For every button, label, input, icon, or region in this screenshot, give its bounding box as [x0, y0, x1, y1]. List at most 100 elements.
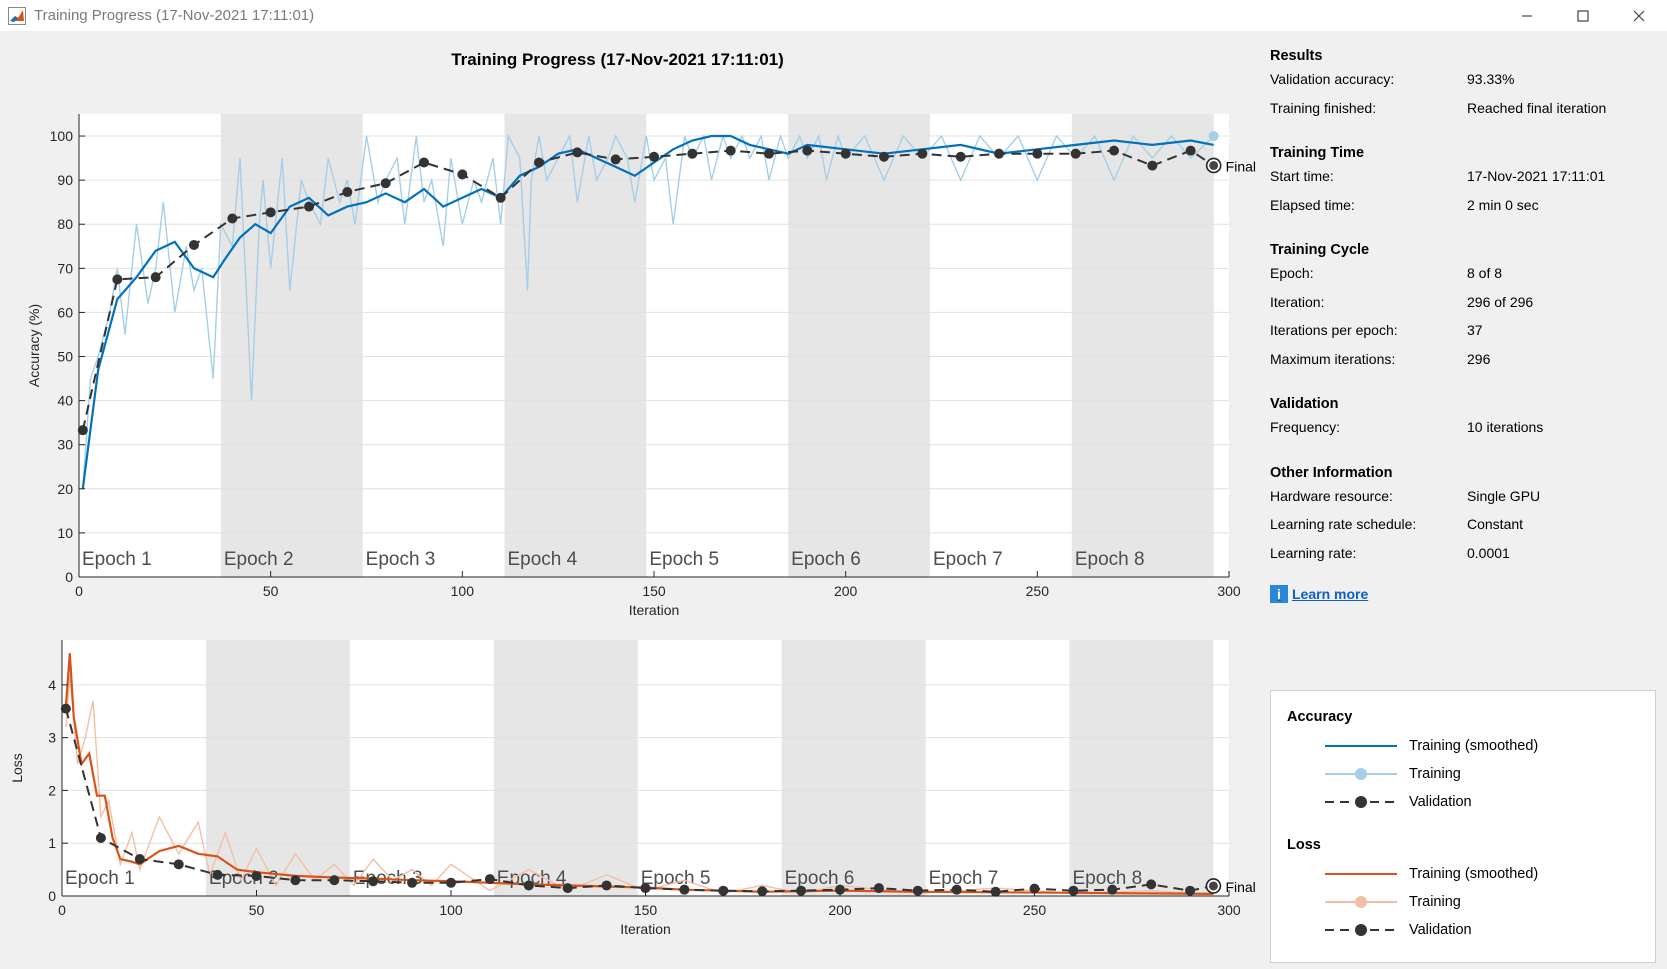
epoch-label: Epoch 1	[82, 549, 152, 570]
legend-item: Training	[1325, 764, 1461, 784]
validation-point	[1068, 885, 1079, 896]
learn-more-link[interactable]: i Learn more	[1270, 585, 1650, 603]
validation-point	[757, 886, 768, 897]
other-info-title: Other Information	[1270, 464, 1393, 481]
info-value: 296	[1467, 350, 1491, 367]
x-tick-label: 150	[634, 902, 658, 918]
last-training-point	[1208, 131, 1219, 142]
y-axis-label: Accuracy (%)	[26, 304, 42, 387]
validation-point	[1146, 879, 1157, 890]
info-value: 93.33%	[1467, 71, 1515, 87]
info-value: Reached final iteration	[1467, 99, 1607, 116]
legend-label: Validation	[1409, 794, 1472, 810]
maximize-button[interactable]	[1555, 0, 1611, 31]
epoch-band	[220, 114, 363, 577]
validation-point	[572, 147, 583, 158]
training-time-title: Training Time	[1270, 145, 1365, 161]
validation-point	[1029, 883, 1040, 894]
validation-point	[1147, 160, 1158, 171]
x-tick-label: 200	[828, 902, 852, 918]
validation-point	[679, 884, 690, 895]
window-titlebar: Training Progress (17-Nov-2021 17:11:01)	[0, 0, 1667, 31]
validation-point	[994, 148, 1004, 159]
validation-point	[189, 239, 199, 250]
legend-label: Training	[1409, 894, 1461, 910]
validation-point	[484, 874, 495, 885]
info-value: 296 of 296	[1467, 293, 1534, 310]
info-label: Training finished:	[1270, 99, 1377, 116]
info-row: Elapsed time: 2 min 0 sec	[1270, 197, 1650, 226]
validation-point	[290, 875, 301, 886]
legend-item: Validation	[1325, 920, 1472, 940]
validation-point	[610, 154, 621, 165]
epoch-label: Epoch 5	[649, 549, 719, 570]
info-label: Iterations per epoch:	[1270, 322, 1398, 338]
validation-point	[917, 148, 928, 159]
info-label: Validation accuracy:	[1270, 71, 1395, 87]
legend-line-accuracy-smoothed	[1325, 745, 1397, 747]
close-button[interactable]	[1611, 0, 1667, 31]
info-label: Start time:	[1270, 168, 1334, 184]
validation-point	[134, 854, 145, 865]
legend-item: Validation	[1325, 792, 1472, 812]
info-icon: i	[1270, 585, 1288, 603]
epoch-label: Epoch 6	[791, 549, 861, 570]
minimize-button[interactable]	[1499, 0, 1555, 31]
x-tick-label: 100	[451, 583, 475, 599]
validation-point	[112, 274, 123, 285]
y-tick-label: 0	[65, 569, 73, 585]
info-value: 2 min 0 sec	[1467, 196, 1539, 213]
legend-box: Accuracy Training (smoothed) Training Va…	[1270, 690, 1656, 963]
y-tick-label: 40	[57, 393, 73, 409]
info-value: 17-Nov-2021 17:11:01	[1467, 168, 1606, 184]
info-label: Elapsed time:	[1270, 196, 1355, 213]
validation-point	[95, 832, 106, 843]
info-value: 8 of 8	[1467, 265, 1503, 281]
validation-point	[523, 880, 534, 891]
info-label: Iteration:	[1270, 293, 1325, 310]
validation-point	[990, 886, 1001, 897]
legend-label: Training (smoothed)	[1409, 866, 1539, 882]
legend-line-accuracy-training	[1325, 768, 1397, 780]
loss-chart: Epoch 1 Epoch 2 Epoch 3 Epoch 4 Epoch 5 Epoch…	[9, 640, 1256, 937]
info-label: Epoch:	[1270, 265, 1314, 281]
validation-point	[173, 859, 184, 870]
plot-title: Training Progress (17-Nov-2021 17:11:01)	[451, 50, 784, 69]
legend-label: Validation	[1409, 922, 1472, 938]
y-tick-label: 90	[57, 172, 73, 188]
final-marker	[1209, 160, 1219, 170]
y-tick-label: 3	[48, 730, 56, 746]
validation-point	[212, 869, 223, 880]
x-axis-label: Iteration	[629, 602, 680, 618]
validation-point	[419, 157, 429, 168]
y-axis-label: Loss	[9, 753, 25, 783]
y-tick-label: 10	[57, 525, 73, 541]
validation-point	[879, 151, 889, 162]
accuracy-chart: Epoch 1 Epoch 2 Epoch 3 Epoch 4 Epoch 5 Epoch…	[26, 114, 1256, 618]
validation-point	[640, 883, 651, 894]
validation-point	[649, 151, 659, 162]
validation-point	[265, 207, 276, 218]
validation-point	[873, 883, 884, 894]
y-tick-label: 50	[57, 349, 73, 365]
training-cycle-title: Training Cycle	[1270, 242, 1370, 258]
info-label: Learning rate schedule:	[1270, 516, 1417, 532]
x-tick-label: 50	[263, 583, 279, 599]
validation-point	[562, 883, 573, 894]
validation-point	[1185, 145, 1196, 156]
epoch-band	[1069, 640, 1214, 896]
validation-point	[796, 885, 807, 896]
y-tick-label: 70	[57, 260, 73, 276]
validation-point	[77, 425, 88, 436]
validation-point	[601, 880, 612, 891]
validation-point	[342, 187, 353, 198]
info-panel: Results Validation accuracy: 93.33% Trai…	[1270, 48, 1650, 603]
validation-point	[407, 877, 418, 888]
legend-accuracy-title: Accuracy	[1287, 709, 1353, 725]
validation-point	[840, 148, 851, 159]
x-tick-label: 150	[642, 583, 666, 599]
validation-point	[1107, 884, 1118, 895]
legend-line-loss-smoothed	[1325, 873, 1397, 875]
close-icon	[1633, 10, 1645, 21]
window-controls	[1499, 0, 1667, 31]
